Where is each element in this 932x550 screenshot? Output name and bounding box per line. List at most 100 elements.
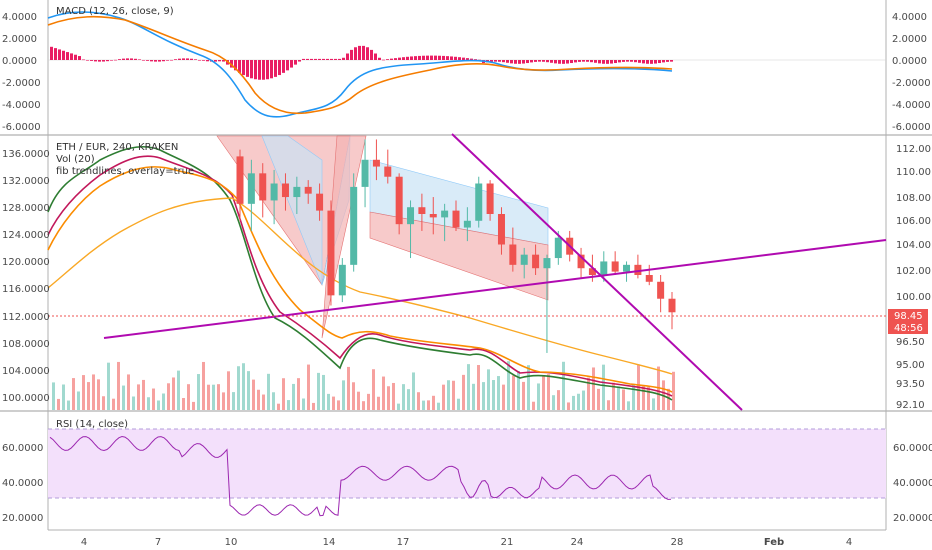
- macd-histogram-bar: [398, 57, 401, 60]
- macd-histogram-bar: [402, 57, 405, 60]
- candle-body: [361, 159, 369, 187]
- volume-bar: [197, 374, 200, 410]
- macd-histogram-bar: [70, 53, 73, 60]
- volume-bar: [452, 380, 455, 410]
- candle-body: [293, 186, 301, 198]
- time-tick: 21: [501, 537, 514, 548]
- macd-histogram-bar: [618, 60, 621, 63]
- volume-bar: [247, 371, 250, 410]
- volume-bar: [282, 378, 285, 410]
- volume-bar: [347, 366, 350, 410]
- macd-histogram-bar: [646, 60, 649, 64]
- volume-bar: [342, 380, 345, 410]
- macd-histogram-bar: [114, 59, 117, 61]
- rsi-band: [48, 429, 886, 498]
- volume-bar: [577, 393, 580, 410]
- candle-body: [350, 186, 358, 265]
- volume-bar: [482, 382, 485, 410]
- candle-body: [520, 254, 528, 265]
- channel-lower-red[interactable]: [369, 211, 549, 301]
- volume-bars: [52, 361, 675, 410]
- candle-body: [554, 237, 562, 259]
- volume-bar: [232, 392, 235, 410]
- volume-bar: [522, 381, 525, 410]
- volume-bar: [632, 383, 635, 410]
- macd-histogram-bar: [314, 58, 317, 60]
- macd-histogram-bar: [298, 60, 301, 62]
- volume-bar: [212, 384, 215, 410]
- volume-bar: [322, 374, 325, 410]
- macd-histogram-bar: [214, 60, 217, 62]
- macd-histogram-bar: [170, 59, 173, 61]
- macd-histogram-bar: [542, 60, 545, 62]
- candle-body: [497, 214, 505, 245]
- volume-bar: [472, 383, 475, 410]
- volume-bar: [427, 400, 430, 410]
- macd-histogram-bar: [466, 58, 469, 60]
- volume-bar: [177, 370, 180, 410]
- macd-histogram-bar: [414, 56, 417, 60]
- macd-histogram-bar: [490, 60, 493, 62]
- volume-bar: [497, 376, 500, 410]
- macd-histogram-bar: [614, 60, 617, 64]
- macd-histogram-bar: [270, 60, 273, 79]
- macd-histogram-bar: [178, 58, 181, 60]
- volume-bar: [127, 374, 130, 410]
- volume-bar: [447, 380, 450, 410]
- candle-body: [372, 159, 380, 167]
- volume-bar: [627, 401, 630, 410]
- fib-trendline-resistance[interactable]: [451, 133, 743, 411]
- macd-histogram-bar: [454, 56, 457, 60]
- candle-body: [509, 244, 517, 265]
- volume-bar: [477, 365, 480, 410]
- macd-histogram-bar: [186, 58, 189, 60]
- candle-body: [623, 264, 631, 272]
- fib-trendline-support[interactable]: [103, 239, 887, 339]
- macd-histogram-bar: [406, 56, 409, 60]
- volume-bar: [67, 400, 70, 410]
- volume-bar: [332, 396, 335, 410]
- rsi-left-tick: 20.0000: [2, 513, 43, 524]
- macd-histogram-bar: [546, 60, 549, 63]
- volume-bar: [492, 380, 495, 410]
- volume-bar: [297, 378, 300, 410]
- volume-bar: [592, 367, 595, 410]
- volume-bar: [367, 393, 370, 410]
- pattern-triangle-left-blue[interactable]: [261, 135, 323, 286]
- macd-histogram-bar: [130, 58, 133, 60]
- price-left-tick: 136.0000: [2, 149, 50, 160]
- macd-histogram-bar: [134, 58, 137, 60]
- macd-pane[interactable]: [47, 11, 886, 118]
- macd-histogram-bar: [526, 60, 529, 64]
- macd-histogram-bar: [658, 60, 661, 64]
- volume-bar: [137, 384, 140, 410]
- volume-bar: [457, 398, 460, 410]
- rsi-right-tick: 20.0000: [893, 513, 932, 524]
- volume-bar: [187, 384, 190, 410]
- macd-histogram-bar: [422, 55, 425, 60]
- volume-bar: [647, 386, 650, 410]
- axis-labels: 4.0000 4.0000 2.0000 2.0000 0.0000 0.0000 -2.0…: [2, 12, 932, 548]
- volume-bar: [572, 395, 575, 410]
- volume-bar: [117, 361, 120, 410]
- candlesticks[interactable]: [236, 139, 676, 353]
- macd-histogram-bar: [106, 60, 109, 62]
- macd-histogram-bar: [458, 57, 461, 60]
- volume-title: Vol (20): [56, 154, 95, 165]
- macd-histogram-bar: [110, 60, 113, 61]
- volume-bar: [142, 379, 145, 410]
- time-tick: 4: [81, 537, 87, 548]
- volume-bar: [172, 377, 175, 410]
- macd-histogram-bar: [578, 60, 581, 62]
- volume-bar: [542, 375, 545, 410]
- candle-body: [634, 264, 642, 275]
- volume-bar: [582, 390, 585, 410]
- macd-histogram-bar: [206, 60, 209, 62]
- macd-histogram-bar: [330, 58, 333, 60]
- candle-body: [668, 298, 676, 313]
- macd-histogram-bar: [610, 60, 613, 64]
- volume-bar: [132, 396, 135, 410]
- fib-title: fib trendlines, overlay=true: [56, 166, 194, 177]
- macd-histogram-bar: [450, 56, 453, 60]
